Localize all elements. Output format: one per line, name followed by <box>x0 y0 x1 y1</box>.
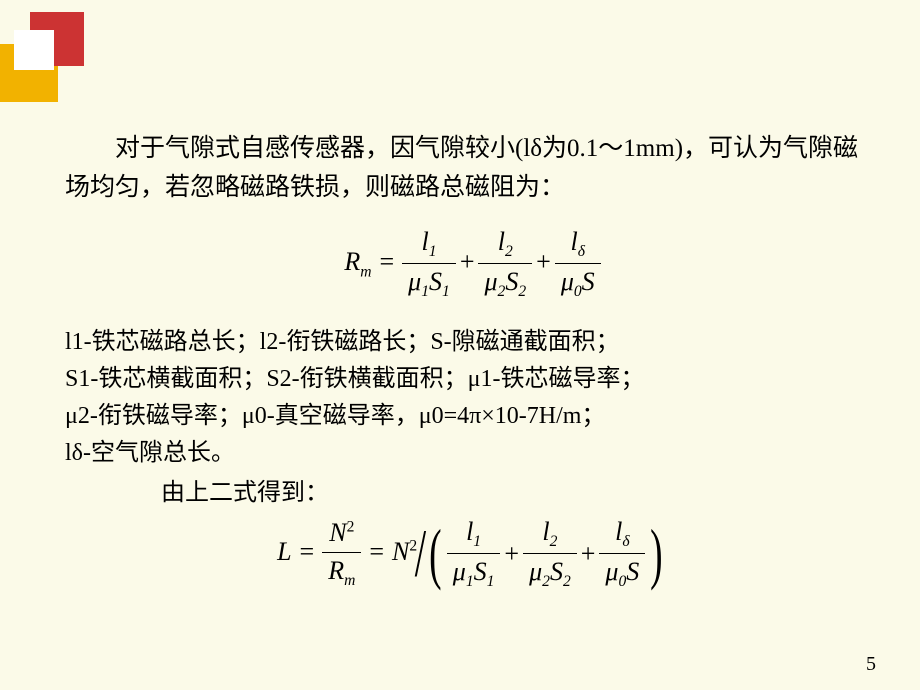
deco-block <box>14 30 54 70</box>
symbol-definitions: l1-铁芯磁路总长；l2-衔铁磁路长；S-隙磁通截面积；S1-铁芯横截面积；S2… <box>65 324 880 473</box>
definition-line: l1-铁芯磁路总长；l2-衔铁磁路长；S-隙磁通截面积； <box>65 324 880 361</box>
page-number: 5 <box>866 653 876 676</box>
definition-line: μ2-衔铁磁导率；μ0-真空磁导率，μ0=4π×10-7H/m； <box>65 398 880 435</box>
definition-line: S1-铁芯横截面积；S2-衔铁横截面积；μ1-铁芯磁导率； <box>65 361 880 398</box>
slide-content: 对于气隙式自感传感器，因气隙较小(lδ为0.1～1mm)，可认为气隙磁场均匀，若… <box>65 130 880 592</box>
formula-rm: Rm=l1μ1S1+l2μ2S2+lδμ0S <box>65 226 880 302</box>
definition-line: lδ-空气隙总长。 <box>65 435 880 472</box>
derivation-intro: 由上二式得到： <box>65 475 880 512</box>
corner-decoration <box>0 0 120 120</box>
intro-paragraph: 对于气隙式自感传感器，因气隙较小(lδ为0.1～1mm)，可认为气隙磁场均匀，若… <box>65 130 880 208</box>
formula-l: L=N2Rm=N2/(l1μ1S1+l2μ2S2+lδμ0S) <box>65 516 880 592</box>
